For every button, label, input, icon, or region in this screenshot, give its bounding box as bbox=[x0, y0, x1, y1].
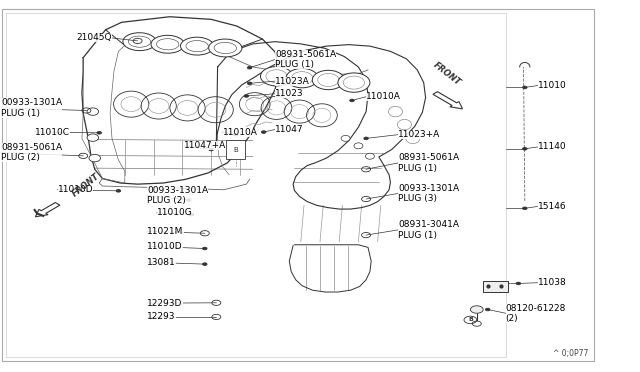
Text: 11023+A: 11023+A bbox=[398, 130, 440, 139]
Text: 11140: 11140 bbox=[538, 142, 566, 151]
Ellipse shape bbox=[89, 154, 100, 162]
Circle shape bbox=[522, 207, 527, 209]
Circle shape bbox=[486, 308, 490, 311]
Text: 11010C: 11010C bbox=[35, 128, 70, 137]
Text: 21045Q: 21045Q bbox=[77, 33, 112, 42]
Circle shape bbox=[188, 214, 193, 216]
Text: 15146: 15146 bbox=[538, 202, 566, 211]
Ellipse shape bbox=[151, 35, 184, 53]
Circle shape bbox=[248, 82, 252, 84]
Circle shape bbox=[116, 190, 120, 192]
Ellipse shape bbox=[312, 70, 344, 90]
Circle shape bbox=[186, 199, 191, 201]
Text: B: B bbox=[468, 317, 473, 323]
Text: 13081: 13081 bbox=[147, 258, 176, 267]
Text: 11038: 11038 bbox=[538, 278, 566, 287]
Ellipse shape bbox=[87, 134, 99, 141]
Text: 08931-5061A
PLUG (1): 08931-5061A PLUG (1) bbox=[275, 50, 337, 69]
Text: 11047+A: 11047+A bbox=[184, 141, 227, 150]
FancyArrow shape bbox=[433, 92, 463, 109]
Text: 12293D: 12293D bbox=[147, 299, 182, 308]
Text: 00933-1301A
PLUG (2): 00933-1301A PLUG (2) bbox=[147, 186, 209, 205]
Text: 08931-3041A
PLUG (1): 08931-3041A PLUG (1) bbox=[398, 220, 459, 240]
Circle shape bbox=[472, 321, 481, 326]
Text: 08120-61228
(2): 08120-61228 (2) bbox=[506, 304, 566, 323]
Circle shape bbox=[97, 131, 101, 134]
Text: 11010D: 11010D bbox=[58, 185, 93, 194]
Circle shape bbox=[364, 137, 369, 140]
Ellipse shape bbox=[365, 153, 374, 159]
Text: 11010G: 11010G bbox=[157, 208, 193, 217]
Circle shape bbox=[262, 131, 266, 133]
Text: 00933-1301A
PLUG (1): 00933-1301A PLUG (1) bbox=[1, 98, 63, 118]
Text: 08931-5061A
PLUG (2): 08931-5061A PLUG (2) bbox=[1, 143, 63, 162]
Ellipse shape bbox=[338, 73, 370, 92]
Text: 11010A: 11010A bbox=[223, 128, 257, 137]
Ellipse shape bbox=[354, 143, 363, 149]
Circle shape bbox=[470, 306, 483, 313]
Text: FRONT: FRONT bbox=[432, 61, 463, 87]
Ellipse shape bbox=[341, 135, 350, 141]
Text: 12293: 12293 bbox=[147, 312, 176, 321]
Text: 08931-5061A
PLUG (1): 08931-5061A PLUG (1) bbox=[398, 153, 460, 173]
Circle shape bbox=[209, 148, 214, 151]
Text: 11021M: 11021M bbox=[147, 227, 184, 236]
FancyBboxPatch shape bbox=[483, 281, 508, 292]
Text: 11010D: 11010D bbox=[147, 242, 183, 251]
Text: ^ 0;0P77: ^ 0;0P77 bbox=[554, 349, 589, 358]
Text: 11010A: 11010A bbox=[366, 92, 401, 101]
Text: 11047: 11047 bbox=[275, 125, 304, 134]
Circle shape bbox=[516, 282, 521, 285]
Ellipse shape bbox=[87, 108, 99, 115]
Text: 00933-1301A
PLUG (3): 00933-1301A PLUG (3) bbox=[398, 184, 460, 203]
Circle shape bbox=[202, 247, 207, 250]
Circle shape bbox=[349, 99, 355, 102]
Text: 11010: 11010 bbox=[538, 81, 566, 90]
Circle shape bbox=[522, 86, 527, 89]
Circle shape bbox=[522, 147, 527, 150]
Ellipse shape bbox=[180, 37, 214, 55]
Text: 11023: 11023 bbox=[275, 89, 304, 98]
Circle shape bbox=[233, 133, 238, 136]
Text: B: B bbox=[233, 147, 238, 153]
Text: 11023A: 11023A bbox=[275, 77, 310, 86]
Text: FRONT: FRONT bbox=[70, 172, 101, 199]
FancyArrow shape bbox=[35, 202, 60, 217]
Circle shape bbox=[244, 94, 249, 97]
Circle shape bbox=[248, 66, 252, 69]
Ellipse shape bbox=[123, 33, 156, 51]
Ellipse shape bbox=[209, 39, 242, 57]
Circle shape bbox=[202, 263, 207, 266]
Ellipse shape bbox=[260, 67, 292, 86]
Ellipse shape bbox=[286, 68, 318, 88]
